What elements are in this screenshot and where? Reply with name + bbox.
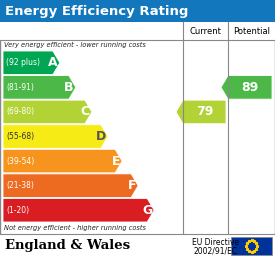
Text: B: B: [64, 81, 74, 94]
Polygon shape: [3, 100, 92, 124]
Polygon shape: [3, 198, 154, 222]
Text: F: F: [128, 179, 136, 192]
Text: (69-80): (69-80): [6, 107, 34, 116]
Text: Current: Current: [189, 27, 221, 36]
Polygon shape: [221, 76, 272, 99]
Text: (1-20): (1-20): [6, 206, 29, 215]
Bar: [0, 0, 275, 22]
Text: (39-54): (39-54): [6, 157, 34, 166]
Polygon shape: [3, 51, 60, 75]
Text: G: G: [142, 204, 152, 217]
Text: 2002/91/EC: 2002/91/EC: [193, 247, 238, 256]
Text: England & Wales: England & Wales: [5, 239, 130, 253]
Text: (81-91): (81-91): [6, 83, 34, 92]
Text: 79: 79: [196, 106, 213, 118]
Text: (92 plus): (92 plus): [6, 58, 40, 67]
Text: Very energy efficient - lower running costs: Very energy efficient - lower running co…: [4, 42, 146, 48]
Text: D: D: [96, 130, 106, 143]
Text: A: A: [48, 56, 58, 69]
Polygon shape: [176, 100, 226, 124]
Polygon shape: [3, 174, 138, 197]
Text: E: E: [112, 155, 120, 168]
Text: Energy Efficiency Rating: Energy Efficiency Rating: [5, 4, 188, 18]
Text: 89: 89: [241, 81, 258, 94]
Bar: [231, 237, 272, 255]
Bar: [0, 234, 275, 258]
Polygon shape: [3, 76, 76, 99]
Text: Potential: Potential: [233, 27, 270, 36]
Text: (21-38): (21-38): [6, 181, 34, 190]
Polygon shape: [3, 125, 108, 148]
Text: C: C: [81, 106, 90, 118]
Polygon shape: [3, 149, 122, 173]
Text: EU Directive: EU Directive: [192, 238, 239, 247]
Text: Not energy efficient - higher running costs: Not energy efficient - higher running co…: [4, 224, 146, 231]
Bar: [0, 22, 275, 40]
Text: (55-68): (55-68): [6, 132, 34, 141]
